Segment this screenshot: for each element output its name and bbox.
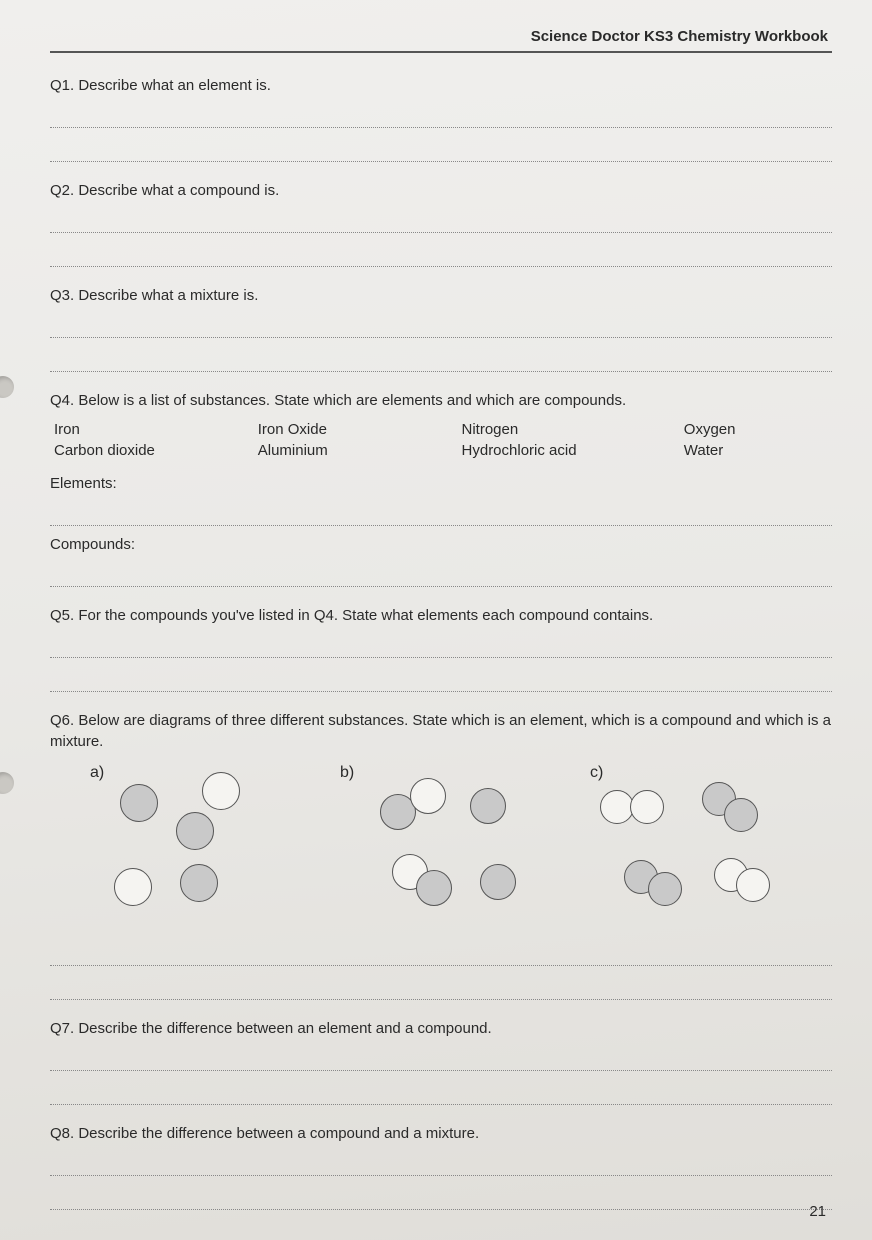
answer-line (50, 1186, 832, 1210)
elements-label: Elements: (50, 475, 117, 492)
compounds-label: Compounds: (50, 536, 135, 553)
diagram-b: b) (340, 764, 570, 924)
atom-circle (480, 864, 516, 900)
answer-line (50, 209, 832, 233)
atom-circle (176, 812, 214, 850)
page-header: Science Doctor KS3 Chemistry Workbook (50, 28, 832, 53)
question-5: Q5. For the compounds you've listed in Q… (50, 605, 832, 626)
diagram-row: a) b) c) (90, 764, 832, 924)
answer-line (50, 138, 832, 162)
substance: Water (684, 442, 832, 459)
atom-circle (648, 872, 682, 906)
punch-hole (0, 772, 14, 794)
answer-line (50, 243, 832, 267)
question-6: Q6. Below are diagrams of three differen… (50, 710, 832, 752)
answer-line (50, 1152, 832, 1176)
atom-circle (202, 772, 240, 810)
atom-circle (470, 788, 506, 824)
question-1: Q1. Describe what an element is. (50, 75, 832, 96)
answer-line (50, 314, 832, 338)
answer-line (50, 563, 832, 587)
substance-list: Iron Iron Oxide Nitrogen Oxygen Carbon d… (54, 421, 832, 459)
atom-circle (120, 784, 158, 822)
substance: Nitrogen (462, 421, 684, 438)
answer-line (50, 1047, 832, 1071)
answer-line (50, 976, 832, 1000)
atom-circle (736, 868, 770, 902)
diagram-label-b: b) (340, 764, 354, 782)
question-2: Q2. Describe what a compound is. (50, 180, 832, 201)
answer-line (50, 348, 832, 372)
answer-line (50, 502, 832, 526)
diagram-a: a) (90, 764, 320, 924)
diagram-c: c) (590, 764, 820, 924)
diagram-label-a: a) (90, 764, 104, 782)
atom-circle (416, 870, 452, 906)
substance: Aluminium (258, 442, 462, 459)
substance: Hydrochloric acid (462, 442, 684, 459)
answer-line (50, 1081, 832, 1105)
substance: Iron (54, 421, 258, 438)
answer-line (50, 104, 832, 128)
atom-circle (180, 864, 218, 902)
answer-line (50, 668, 832, 692)
question-3: Q3. Describe what a mixture is. (50, 285, 832, 306)
atom-circle (630, 790, 664, 824)
question-4: Q4. Below is a list of substances. State… (50, 390, 832, 411)
substance: Carbon dioxide (54, 442, 258, 459)
answer-line (50, 942, 832, 966)
atom-circle (724, 798, 758, 832)
atom-circle (114, 868, 152, 906)
atom-circle (410, 778, 446, 814)
answer-line (50, 634, 832, 658)
substance: Iron Oxide (258, 421, 462, 438)
page-number: 21 (809, 1203, 826, 1220)
substance: Oxygen (684, 421, 832, 438)
atom-circle (600, 790, 634, 824)
elements-row: Elements: (50, 475, 832, 492)
question-7: Q7. Describe the difference between an e… (50, 1018, 832, 1039)
compounds-row: Compounds: (50, 536, 832, 553)
punch-hole (0, 376, 14, 398)
question-8: Q8. Describe the difference between a co… (50, 1123, 832, 1144)
diagram-label-c: c) (590, 764, 603, 782)
workbook-page: Science Doctor KS3 Chemistry Workbook Q1… (0, 0, 872, 1240)
